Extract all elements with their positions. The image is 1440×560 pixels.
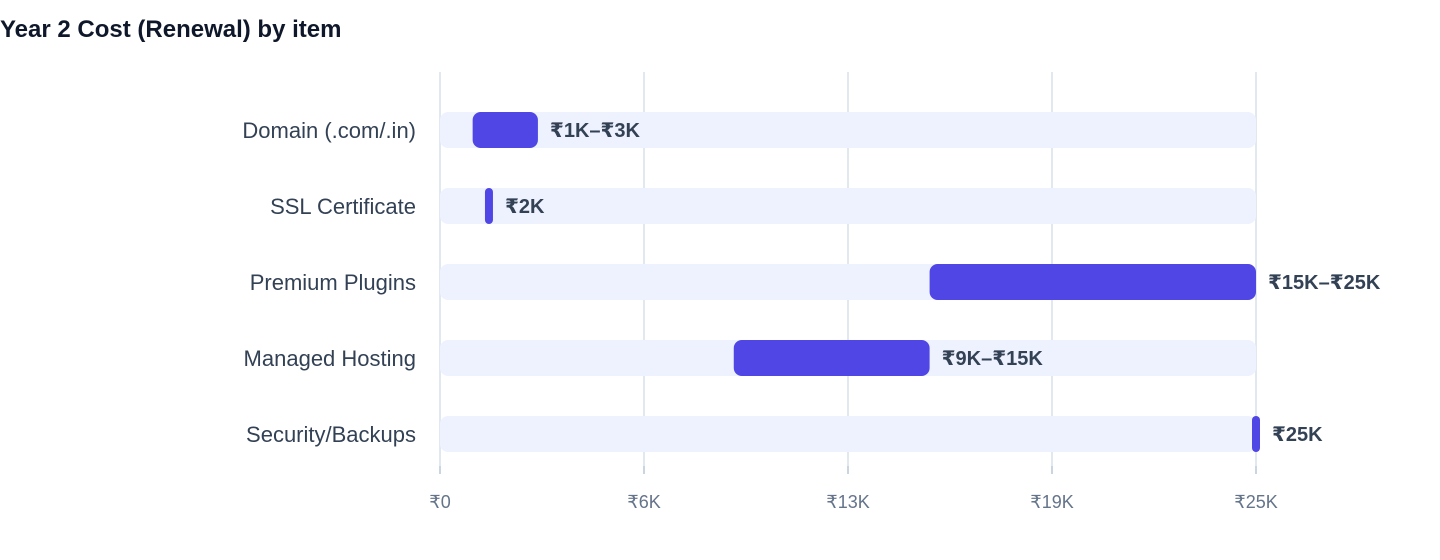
value-label: ₹25K bbox=[1272, 424, 1323, 446]
category-label: Security/Backups bbox=[246, 422, 416, 447]
chart-title: Year 2 Cost (Renewal) by item bbox=[0, 16, 342, 43]
range-bar bbox=[484, 188, 493, 224]
label-layer: Domain (.com/.in) ₹1K–₹3K SSL Certificate ₹… bbox=[242, 118, 1380, 447]
bar-track bbox=[440, 416, 1256, 452]
axis-layer: ₹0 ₹6K ₹13K ₹19K ₹25K bbox=[429, 466, 1278, 512]
range-bar bbox=[929, 264, 1256, 300]
category-label: Premium Plugins bbox=[250, 270, 416, 295]
value-label: ₹15K–₹25K bbox=[1268, 272, 1381, 294]
value-label: ₹2K bbox=[505, 196, 545, 218]
range-bar bbox=[472, 112, 538, 148]
bar-layer bbox=[472, 112, 1260, 452]
value-label: ₹9K–₹15K bbox=[942, 348, 1044, 370]
category-label: Domain (.com/.in) bbox=[242, 118, 416, 143]
x-tick-label: ₹13K bbox=[826, 492, 869, 512]
x-tick-label: ₹19K bbox=[1030, 492, 1073, 512]
range-bar bbox=[1252, 416, 1260, 452]
value-label: ₹1K–₹3K bbox=[550, 120, 641, 142]
category-label: Managed Hosting bbox=[244, 346, 416, 371]
x-tick-label: ₹0 bbox=[429, 492, 450, 512]
x-tick-label: ₹6K bbox=[627, 492, 660, 512]
bar-track bbox=[440, 112, 1256, 148]
bar-track bbox=[440, 188, 1256, 224]
x-tick-label: ₹25K bbox=[1234, 492, 1277, 512]
category-label: SSL Certificate bbox=[270, 194, 416, 219]
range-bar bbox=[733, 340, 930, 376]
